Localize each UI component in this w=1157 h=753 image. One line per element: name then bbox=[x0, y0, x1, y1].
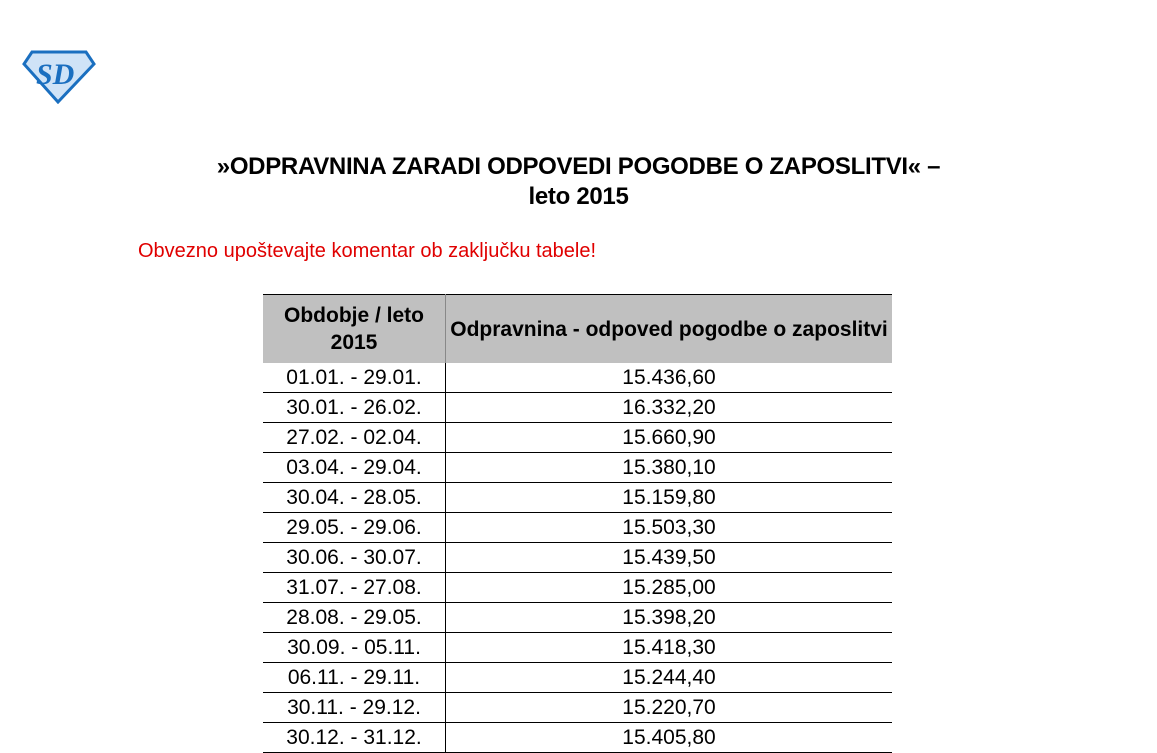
amount-cell: 15.660,90 bbox=[445, 422, 892, 453]
amount-cell: 15.418,30 bbox=[445, 632, 892, 663]
table-row: 30.09. - 05.11. 15.418,30 bbox=[263, 632, 892, 663]
period-cell: 06.11. - 29.11. bbox=[263, 662, 446, 693]
table-row: 01.01. - 29.01. 15.436,60 bbox=[263, 363, 892, 393]
period-cell: 30.06. - 30.07. bbox=[263, 542, 446, 573]
table-row: 30.12. - 31.12. 15.405,80 bbox=[263, 722, 892, 753]
svg-text:SD: SD bbox=[36, 58, 74, 91]
header-severance: Odpravnina - odpoved pogodbe o zaposlitv… bbox=[445, 294, 892, 363]
period-cell: 30.09. - 05.11. bbox=[263, 632, 446, 663]
period-cell: 28.08. - 29.05. bbox=[263, 602, 446, 633]
amount-cell: 15.398,20 bbox=[445, 602, 892, 633]
table-row: 28.08. - 29.05. 15.398,20 bbox=[263, 602, 892, 633]
amount-cell: 15.439,50 bbox=[445, 542, 892, 573]
header-period: Obdobje / leto 2015 bbox=[263, 294, 446, 363]
amount-cell: 15.436,60 bbox=[445, 363, 892, 393]
table-row: 30.01. - 26.02. 16.332,20 bbox=[263, 392, 892, 423]
table-row: 30.04. - 28.05. 15.159,80 bbox=[263, 482, 892, 513]
table-header-row: Obdobje / leto 2015 Odpravnina - odpoved… bbox=[263, 294, 892, 363]
amount-cell: 15.159,80 bbox=[445, 482, 892, 513]
amount-cell: 15.405,80 bbox=[445, 722, 892, 753]
period-cell: 30.11. - 29.12. bbox=[263, 692, 446, 723]
amount-cell: 15.220,70 bbox=[445, 692, 892, 723]
table-row: 31.07. - 27.08. 15.285,00 bbox=[263, 572, 892, 603]
period-cell: 29.05. - 29.06. bbox=[263, 512, 446, 543]
title-line-2: leto 2015 bbox=[528, 183, 629, 210]
period-cell: 30.04. - 28.05. bbox=[263, 482, 446, 513]
table-row: 29.05. - 29.06. 15.503,30 bbox=[263, 512, 892, 543]
title-line-1: »ODPRAVNINA ZARADI ODPOVEDI POGODBE O ZA… bbox=[216, 153, 941, 180]
table-row: 30.11. - 29.12. 15.220,70 bbox=[263, 692, 892, 723]
table-row: 27.02. - 02.04. 15.660,90 bbox=[263, 422, 892, 453]
period-cell: 03.04. - 29.04. bbox=[263, 452, 446, 483]
document-title: »ODPRAVNINA ZARADI ODPOVEDI POGODBE O ZA… bbox=[0, 152, 1157, 212]
period-cell: 01.01. - 29.01. bbox=[263, 363, 446, 393]
amount-cell: 15.380,10 bbox=[445, 452, 892, 483]
amount-cell: 15.503,30 bbox=[445, 512, 892, 543]
amount-cell: 15.285,00 bbox=[445, 572, 892, 603]
amount-cell: 15.244,40 bbox=[445, 662, 892, 693]
table-row: 06.11. - 29.11. 15.244,40 bbox=[263, 662, 892, 693]
warning-note: Obvezno upoštevajte komentar ob zaključk… bbox=[138, 240, 597, 262]
period-cell: 30.12. - 31.12. bbox=[263, 722, 446, 753]
sd-logo: SD bbox=[22, 50, 96, 104]
period-cell: 31.07. - 27.08. bbox=[263, 572, 446, 603]
amount-cell: 16.332,20 bbox=[445, 392, 892, 423]
table-row: 30.06. - 30.07. 15.439,50 bbox=[263, 542, 892, 573]
period-cell: 27.02. - 02.04. bbox=[263, 422, 446, 453]
period-cell: 30.01. - 26.02. bbox=[263, 392, 446, 423]
table-row: 03.04. - 29.04. 15.380,10 bbox=[263, 452, 892, 483]
severance-table: Obdobje / leto 2015 Odpravnina - odpoved… bbox=[263, 294, 892, 753]
